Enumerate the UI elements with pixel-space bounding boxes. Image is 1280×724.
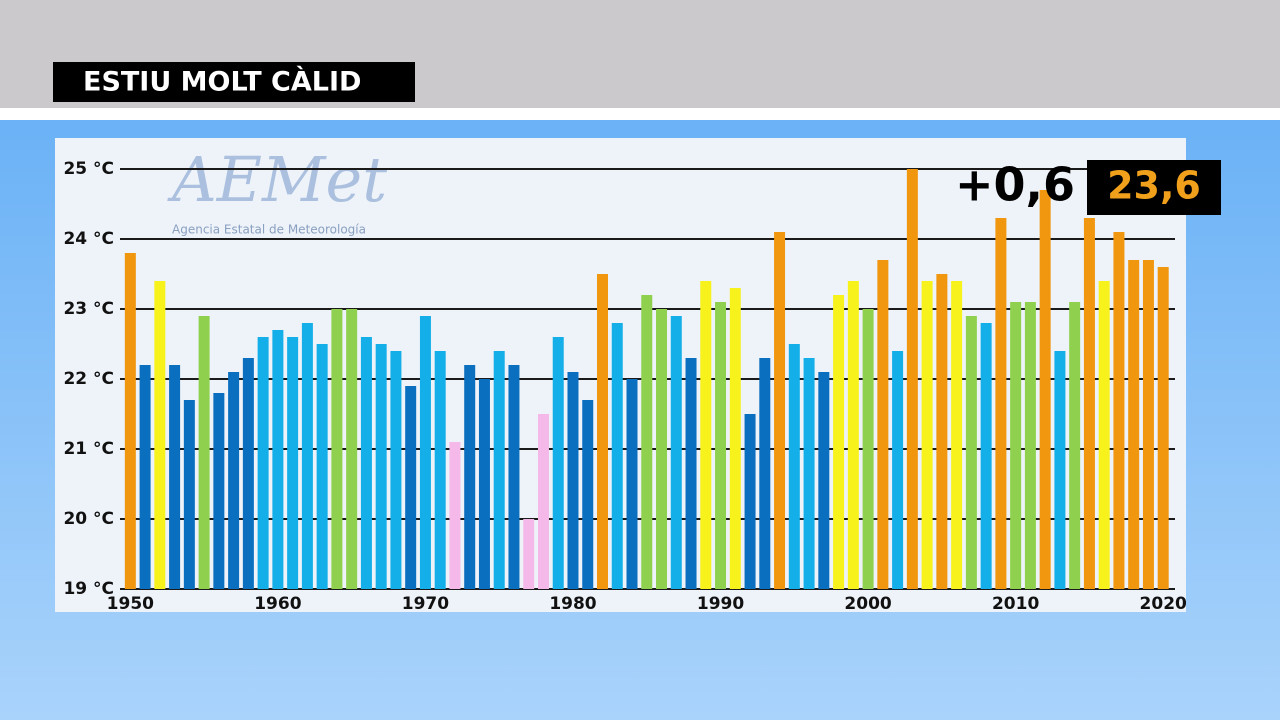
- bar: [331, 309, 343, 589]
- bar: [892, 351, 904, 589]
- x-tick-label: 2010: [992, 594, 1039, 614]
- bar: [1142, 260, 1154, 589]
- bar: [582, 400, 594, 589]
- bar: [1024, 302, 1036, 589]
- bar: [951, 281, 963, 589]
- bar: [1069, 302, 1081, 589]
- bar: [1054, 351, 1066, 589]
- logo-subtitle: Agencia Estatal de Meteorología: [172, 223, 366, 237]
- title-box: [53, 62, 415, 102]
- bar: [774, 232, 786, 589]
- bar: [700, 281, 712, 589]
- bar: [405, 386, 417, 589]
- bar: [1113, 232, 1125, 589]
- bar: [552, 337, 564, 589]
- x-tick-label: 2000: [844, 594, 891, 614]
- bar: [464, 365, 476, 589]
- logo: AEMet: [167, 143, 387, 216]
- bar: [685, 358, 697, 589]
- bar: [272, 330, 284, 589]
- bar: [154, 281, 166, 589]
- bar: [124, 253, 136, 589]
- y-tick-label: 20 °C: [63, 509, 114, 529]
- bar: [1010, 302, 1022, 589]
- bar: [567, 372, 579, 589]
- bar: [1157, 267, 1169, 589]
- x-tick-label: 1980: [549, 594, 596, 614]
- value-box: [1087, 160, 1221, 215]
- bar: [862, 309, 874, 589]
- bar: [596, 274, 608, 589]
- x-tick-label: 2020: [1140, 594, 1187, 614]
- bar: [670, 316, 682, 589]
- y-tick-label: 19 °C: [63, 579, 114, 599]
- bar: [1083, 218, 1095, 589]
- y-tick-label: 25 °C: [63, 159, 114, 179]
- bar: [788, 344, 800, 589]
- bar: [257, 337, 269, 589]
- bar: [965, 316, 977, 589]
- bar: [744, 414, 756, 589]
- bar: [656, 309, 668, 589]
- bar: [921, 281, 933, 589]
- bar: [390, 351, 402, 589]
- value-label: 23,6: [1107, 164, 1201, 208]
- y-tick-label: 22 °C: [63, 369, 114, 389]
- bar: [301, 323, 313, 589]
- bar: [346, 309, 358, 589]
- bar: [759, 358, 771, 589]
- bar: [183, 400, 195, 589]
- bar: [641, 295, 653, 589]
- bar: [980, 323, 992, 589]
- x-tick-label: 1960: [254, 594, 301, 614]
- bar: [419, 316, 431, 589]
- y-tick-label: 21 °C: [63, 439, 114, 459]
- bar: [729, 288, 741, 589]
- y-tick-label: 24 °C: [63, 229, 114, 249]
- bar: [523, 519, 535, 589]
- bar: [877, 260, 889, 589]
- title: ESTIU MOLT CÀLID: [83, 66, 361, 98]
- plot: 19 °C 20 °C 21 °C 22 °C 23 °C 24 °C 25 °C 1950 1…: [63, 159, 1187, 614]
- anomaly-label: +0,6: [955, 158, 1075, 212]
- bar: [508, 365, 520, 589]
- bar: [287, 337, 299, 589]
- x-tick-label: 1950: [107, 594, 154, 614]
- bar: [803, 358, 815, 589]
- bar: [198, 316, 210, 589]
- bar: [316, 344, 328, 589]
- bar: [1098, 281, 1110, 589]
- bar: [715, 302, 727, 589]
- bar: [995, 218, 1007, 589]
- bar: [1039, 190, 1051, 589]
- bar: [360, 337, 372, 589]
- bar: [818, 372, 830, 589]
- bar: [1128, 260, 1140, 589]
- bar: [139, 365, 151, 589]
- bar: [375, 344, 387, 589]
- white-stripe: [0, 108, 1280, 120]
- bar: [228, 372, 240, 589]
- bar: [833, 295, 845, 589]
- bar: [213, 393, 225, 589]
- x-tick-label: 1990: [697, 594, 744, 614]
- y-tick-label: 23 °C: [63, 299, 114, 319]
- bar: [847, 281, 859, 589]
- bar: [626, 379, 638, 589]
- bar: [936, 274, 948, 589]
- bar: [478, 379, 490, 589]
- bar: [434, 351, 446, 589]
- bar: [242, 358, 254, 589]
- bar: [611, 323, 623, 589]
- bar: [169, 365, 181, 589]
- bar: [449, 442, 461, 589]
- x-tick-label: 1970: [402, 594, 449, 614]
- bar: [493, 351, 505, 589]
- bar: [906, 169, 918, 589]
- bar: [537, 414, 549, 589]
